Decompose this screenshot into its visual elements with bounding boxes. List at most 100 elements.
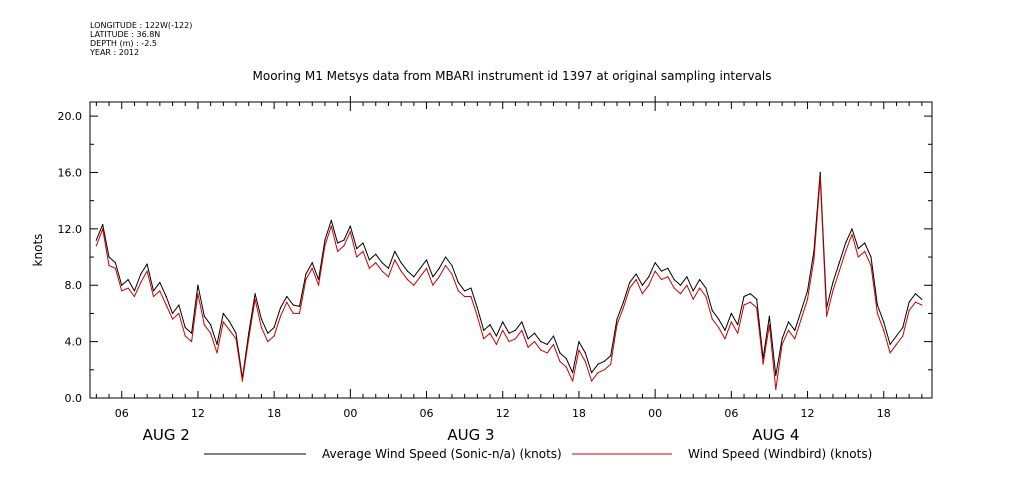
data-point	[851, 233, 853, 236]
data-point	[375, 262, 377, 264]
data-point	[197, 293, 199, 295]
data-point	[552, 343, 555, 346]
data-point	[794, 338, 796, 340]
data-point	[114, 267, 116, 269]
data-point	[470, 295, 472, 298]
data-point	[584, 352, 586, 354]
data-point	[362, 242, 364, 244]
data-point	[394, 259, 396, 261]
data-point	[121, 284, 123, 286]
data-point	[756, 298, 758, 300]
data-point	[229, 329, 231, 331]
day-label: AUG 4	[752, 426, 799, 444]
data-point	[737, 332, 739, 334]
data-point	[546, 343, 548, 346]
data-point	[438, 276, 440, 278]
data-point	[679, 293, 682, 295]
legend-label-1: Wind Speed (Windbird) (knots)	[688, 447, 872, 461]
data-point	[502, 329, 504, 331]
y-tick-label: 8.0	[65, 279, 83, 292]
data-point	[660, 270, 663, 272]
data-point	[235, 332, 237, 334]
data-point	[667, 276, 669, 278]
data-point	[159, 281, 161, 284]
data-point	[514, 329, 517, 331]
x-tick-label: 06	[724, 407, 738, 420]
data-point	[133, 295, 136, 298]
x-tick-label: 00	[343, 407, 357, 420]
x-tick-label: 00	[648, 407, 662, 420]
data-point	[292, 312, 294, 315]
data-point	[508, 341, 510, 343]
data-point	[705, 287, 707, 289]
data-point	[222, 321, 224, 323]
data-point	[133, 290, 136, 292]
data-point	[203, 324, 205, 326]
data-point	[813, 259, 815, 261]
data-point	[692, 298, 694, 300]
data-point	[171, 312, 174, 315]
data-point	[629, 287, 631, 289]
data-point	[768, 324, 771, 326]
data-point	[521, 321, 523, 323]
data-point	[838, 270, 840, 272]
data-point	[552, 335, 555, 337]
data-point	[413, 284, 415, 286]
x-tick-label: 12	[801, 407, 815, 420]
data-point	[673, 287, 675, 289]
data-point	[775, 388, 777, 391]
data-point	[571, 380, 574, 382]
y-tick-label: 16.0	[58, 166, 83, 179]
data-point	[210, 332, 212, 334]
station-metadata: LONGITUDE : 122W(-122) LATITUDE : 36.8N …	[90, 21, 192, 57]
data-point	[711, 310, 713, 312]
data-point	[444, 256, 447, 258]
y-axis: 0.0 4.0 8.0 12.0 16.0 20.0	[58, 110, 932, 405]
data-point	[622, 301, 624, 303]
data-point	[362, 250, 364, 253]
data-point	[603, 369, 605, 371]
data-point	[248, 338, 250, 340]
chart-title: Mooring M1 Metsys data from MBARI instru…	[253, 69, 772, 83]
data-point	[819, 171, 821, 174]
data-point	[762, 363, 764, 365]
data-point	[419, 267, 421, 269]
x-tick-label: 18	[572, 407, 586, 420]
data-point	[425, 267, 428, 269]
data-point	[724, 329, 726, 331]
data-point	[787, 329, 790, 331]
data-point	[222, 312, 224, 315]
y-tick-label: 12.0	[58, 223, 83, 236]
data-point	[343, 239, 345, 241]
data-point	[825, 315, 828, 317]
data-point	[603, 360, 605, 362]
data-point	[775, 374, 777, 377]
data-point	[190, 332, 193, 334]
data-point	[464, 295, 466, 298]
data-point	[305, 273, 307, 275]
data-point	[394, 250, 396, 253]
y-tick-label: 0.0	[65, 392, 83, 405]
data-point	[629, 281, 631, 284]
data-point	[140, 273, 142, 275]
data-point	[508, 332, 510, 334]
data-point	[330, 219, 332, 221]
data-point	[730, 321, 732, 323]
data-point	[184, 335, 186, 337]
data-point	[870, 256, 872, 258]
data-point	[349, 225, 351, 227]
data-point	[349, 231, 351, 233]
data-point	[864, 242, 866, 244]
data-point	[324, 245, 326, 247]
data-point	[356, 256, 358, 258]
data-point	[273, 335, 275, 337]
data-point	[210, 324, 212, 326]
data-point	[686, 276, 688, 278]
data-point	[622, 307, 624, 309]
data-point	[495, 335, 497, 337]
data-point	[533, 341, 536, 343]
data-point	[902, 335, 904, 337]
data-point	[692, 290, 694, 292]
data-point	[127, 279, 129, 281]
